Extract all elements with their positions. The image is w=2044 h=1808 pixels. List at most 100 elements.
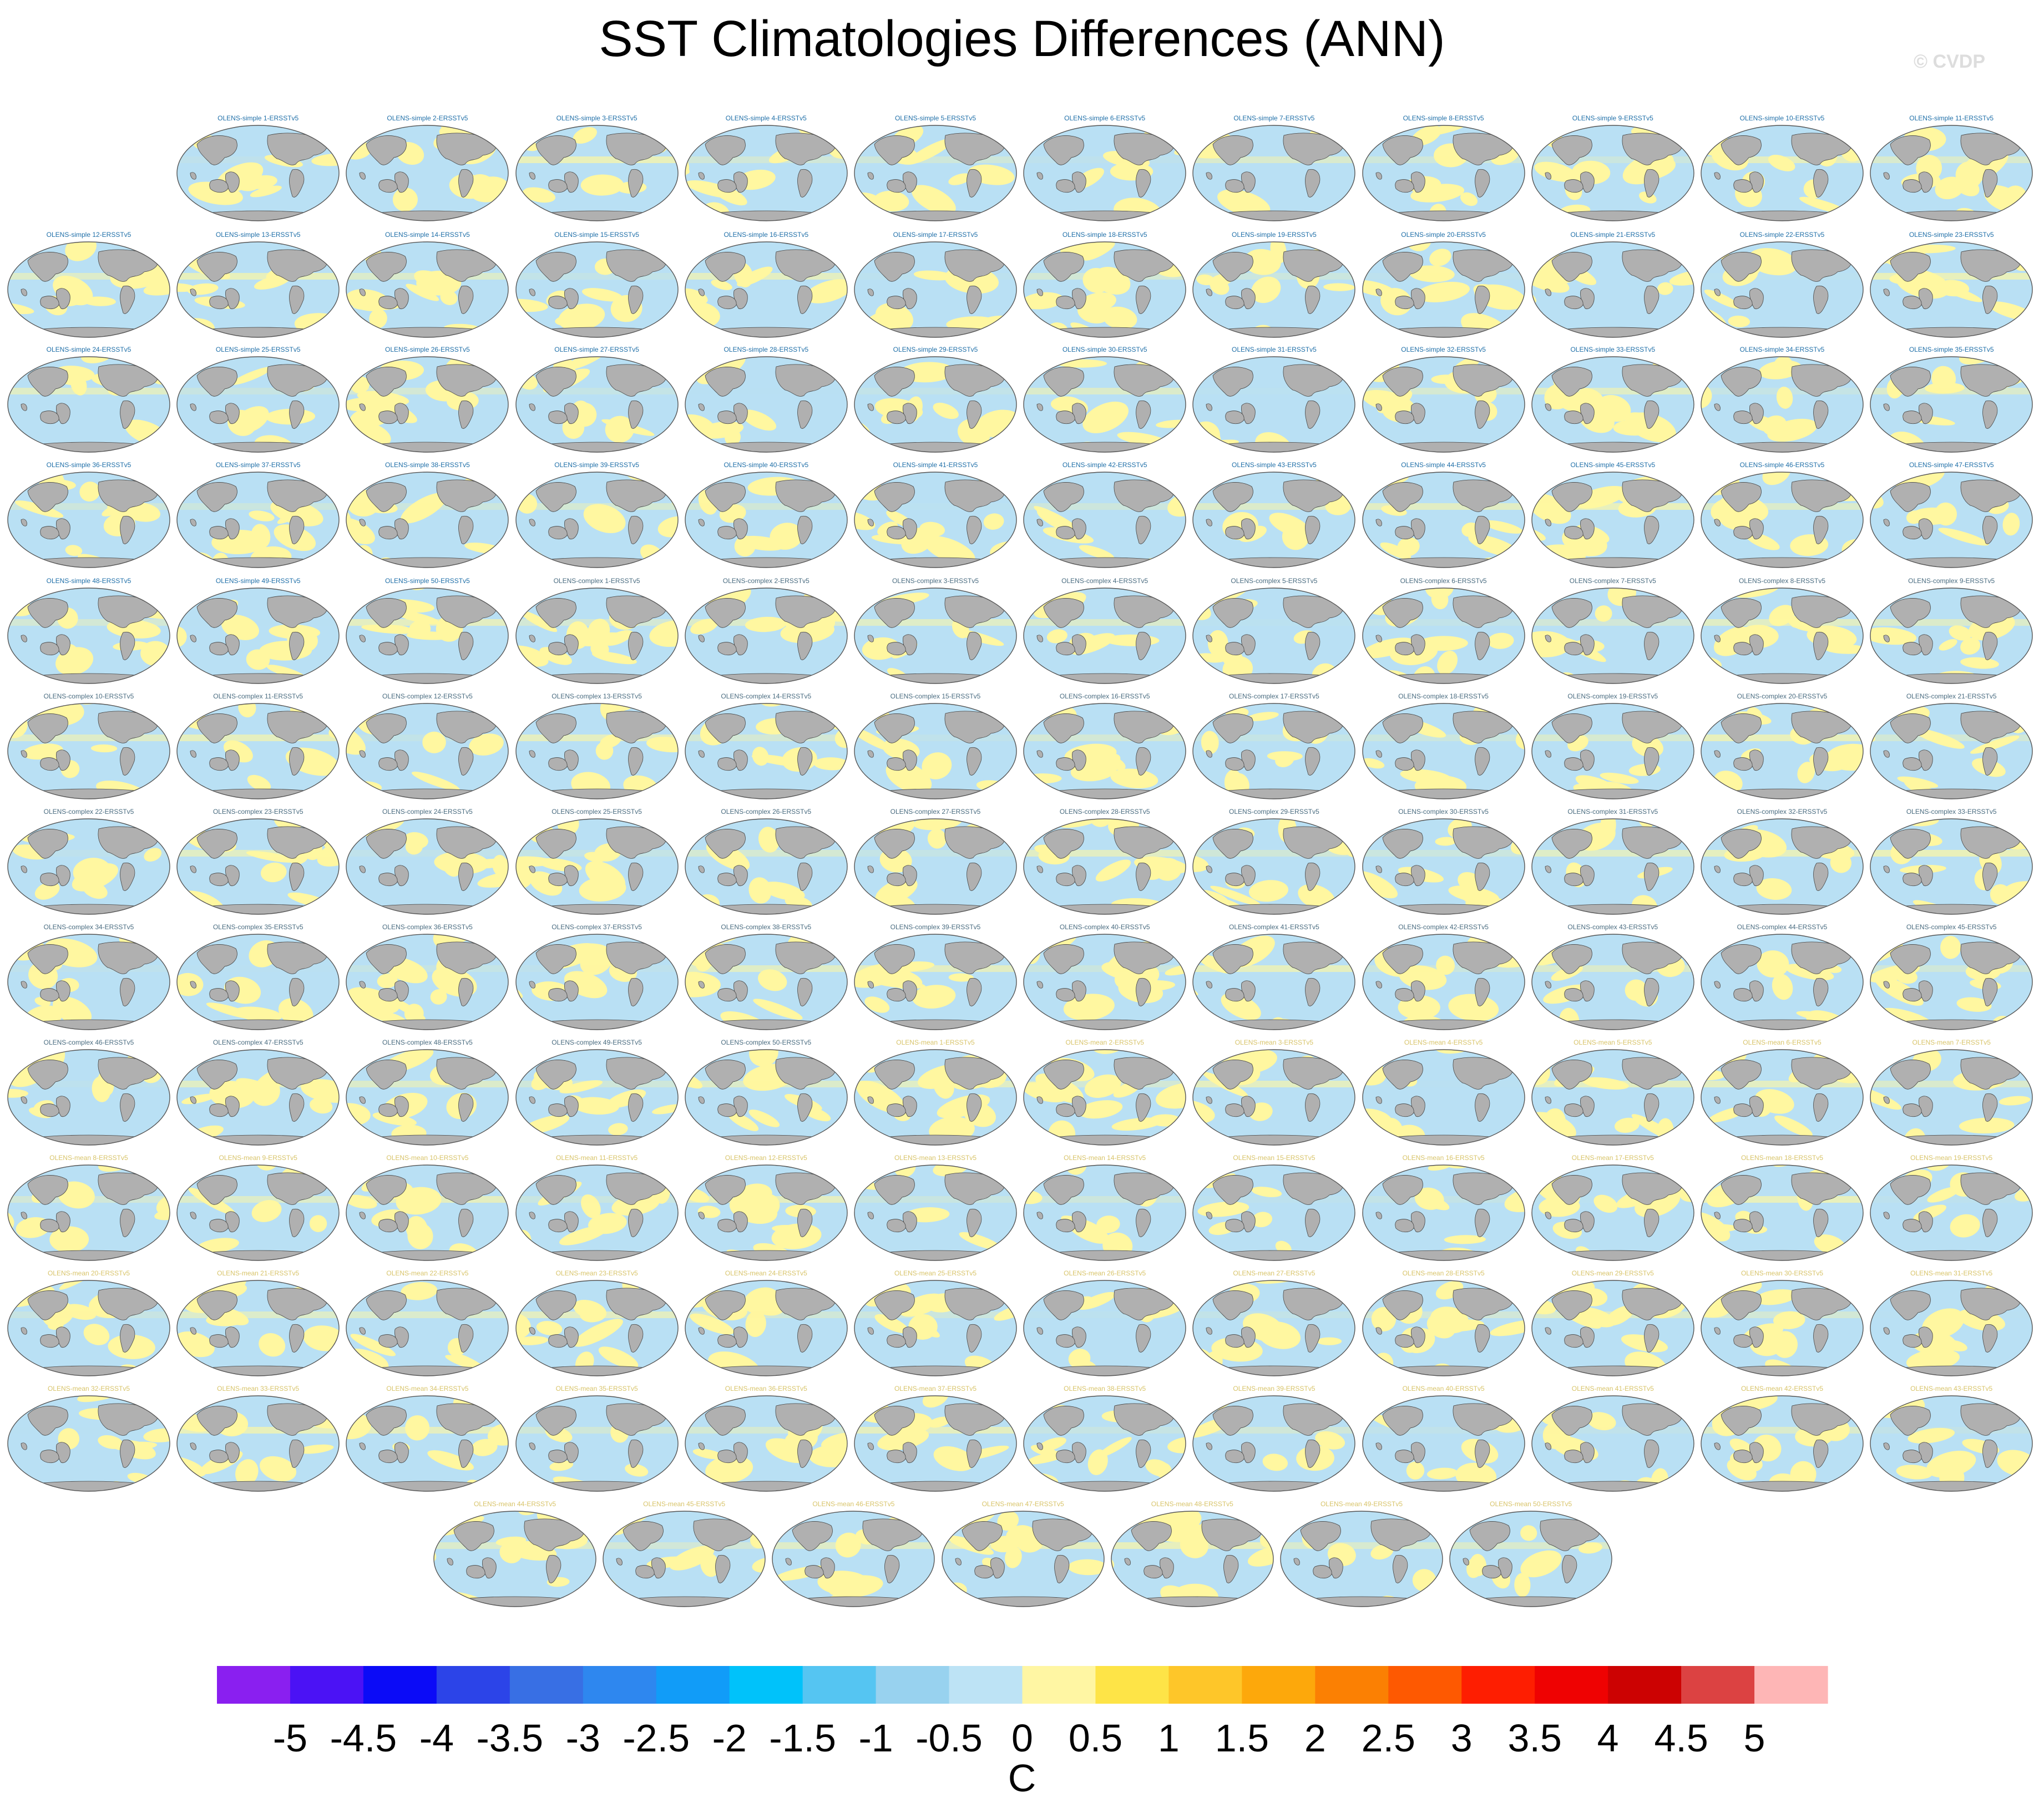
panel-title: OLENS-complex 12-ERSSTv5 [382, 692, 473, 700]
panel-title: OLENS-simple 21-ERSSTv5 [1570, 231, 1656, 239]
panel-title: OLENS-simple 27-ERSSTv5 [554, 346, 639, 353]
map-panel: OLENS-simple 13-ERSSTv5 [175, 231, 341, 340]
panel-title: OLENS-complex 34-ERSSTv5 [43, 923, 134, 931]
colorbar-swatch [876, 1666, 950, 1704]
map-panel: OLENS-mean 47-ERSSTv5 [940, 1500, 1106, 1609]
map-panel: OLENS-mean 20-ERSSTv5 [6, 1269, 172, 1378]
sst-difference-map [176, 703, 340, 799]
colorbar-tick-label: 3 [1451, 1716, 1473, 1760]
sst-difference-map [346, 1395, 509, 1492]
panel-title: OLENS-complex 18-ERSSTv5 [1398, 692, 1489, 700]
sst-difference-map [515, 1049, 679, 1146]
map-panel: OLENS-complex 10-ERSSTv5 [6, 692, 172, 801]
map-panel: OLENS-simple 12-ERSSTv5 [6, 231, 172, 340]
panel-title: OLENS-complex 22-ERSSTv5 [43, 808, 134, 816]
sst-difference-map [1531, 934, 1694, 1030]
panel-title: OLENS-mean 34-ERSSTv5 [386, 1385, 469, 1392]
panel-title: OLENS-simple 11-ERSSTv5 [1909, 114, 1994, 122]
panel-title: OLENS-simple 45-ERSSTv5 [1570, 461, 1656, 469]
colorbar-swatch [363, 1666, 437, 1704]
map-panel: OLENS-complex 3-ERSSTv5 [852, 577, 1019, 686]
panel-title: OLENS-mean 27-ERSSTv5 [1233, 1269, 1316, 1277]
sst-difference-map [346, 1164, 509, 1261]
panel-title: OLENS-mean 30-ERSSTv5 [1741, 1269, 1824, 1277]
panel-title: OLENS-complex 42-ERSSTv5 [1398, 923, 1489, 931]
sst-difference-map [1870, 472, 2033, 568]
map-panel: OLENS-mean 50-ERSSTv5 [1448, 1500, 1614, 1609]
sst-difference-map [7, 1280, 170, 1376]
map-panel: OLENS-simple 18-ERSSTv5 [1021, 231, 1188, 340]
colorbar-swatch [1388, 1666, 1462, 1704]
map-panel: OLENS-simple 22-ERSSTv5 [1699, 231, 1865, 340]
map-panel: OLENS-complex 36-ERSSTv5 [344, 923, 510, 1032]
sst-difference-map [685, 588, 848, 684]
map-panel: OLENS-complex 8-ERSSTv5 [1699, 577, 1865, 686]
sst-difference-map [603, 1511, 766, 1607]
map-panel: OLENS-simple 16-ERSSTv5 [683, 231, 849, 340]
map-panel: OLENS-complex 19-ERSSTv5 [1530, 692, 1696, 801]
panel-title: OLENS-complex 36-ERSSTv5 [382, 923, 473, 931]
panel-title: OLENS-simple 18-ERSSTv5 [1062, 231, 1147, 239]
map-panel: OLENS-simple 6-ERSSTv5 [1021, 114, 1188, 223]
map-panel: OLENS-complex 37-ERSSTv5 [514, 923, 680, 1032]
sst-difference-map [685, 703, 848, 799]
panel-title: OLENS-complex 7-ERSSTv5 [1569, 577, 1656, 585]
panel-title: OLENS-complex 5-ERSSTv5 [1231, 577, 1318, 585]
panel-title: OLENS-complex 47-ERSSTv5 [213, 1039, 303, 1046]
panel-title: OLENS-simple 14-ERSSTv5 [385, 231, 470, 239]
map-panel: OLENS-simple 48-ERSSTv5 [6, 577, 172, 686]
sst-difference-map [1023, 703, 1186, 799]
sst-difference-map [854, 125, 1017, 221]
panel-title: OLENS-mean 10-ERSSTv5 [386, 1154, 469, 1162]
colorbar-swatch [1242, 1666, 1316, 1704]
panel-title: OLENS-simple 36-ERSSTv5 [46, 461, 131, 469]
colorbar-tick-label: -4 [419, 1716, 454, 1760]
sst-difference-map [7, 818, 170, 915]
colorbar-swatch [583, 1666, 657, 1704]
map-panel: OLENS-complex 30-ERSSTv5 [1360, 808, 1527, 916]
panel-title: OLENS-mean 33-ERSSTv5 [217, 1385, 300, 1392]
map-panel: OLENS-mean 19-ERSSTv5 [1868, 1154, 2035, 1263]
colorbar-tick-label: -2.5 [623, 1716, 690, 1760]
map-panel: OLENS-mean 24-ERSSTv5 [683, 1269, 849, 1378]
panel-title: OLENS-mean 37-ERSSTv5 [894, 1385, 977, 1392]
panel-title: OLENS-simple 49-ERSSTv5 [215, 577, 301, 585]
map-panel: OLENS-mean 49-ERSSTv5 [1278, 1500, 1445, 1609]
panel-title: OLENS-simple 50-ERSSTv5 [385, 577, 470, 585]
panel-title: OLENS-simple 12-ERSSTv5 [46, 231, 131, 239]
map-panel: OLENS-simple 28-ERSSTv5 [683, 346, 849, 454]
panel-title: OLENS-mean 44-ERSSTv5 [473, 1500, 556, 1508]
panel-title: OLENS-simple 23-ERSSTv5 [1909, 231, 1994, 239]
colorbar-tick-label: 4 [1597, 1716, 1619, 1760]
panel-title: OLENS-mean 45-ERSSTv5 [643, 1500, 726, 1508]
sst-difference-map [1362, 125, 1525, 221]
colorbar-tick-label: -3.5 [476, 1716, 543, 1760]
sst-difference-map [7, 934, 170, 1030]
sst-difference-map [1701, 1164, 1864, 1261]
map-panel: OLENS-simple 3-ERSSTv5 [514, 114, 680, 223]
sst-difference-map [346, 241, 509, 338]
colorbar-tick-label: -2 [712, 1716, 747, 1760]
map-panel: OLENS-mean 16-ERSSTv5 [1360, 1154, 1527, 1263]
panel-title: OLENS-mean 26-ERSSTv5 [1064, 1269, 1146, 1277]
sst-difference-map [854, 934, 1017, 1030]
map-panel: OLENS-mean 46-ERSSTv5 [770, 1500, 937, 1609]
chart-title: SST Climatologies Differences (ANN) [599, 11, 1445, 67]
sst-difference-map [1023, 934, 1186, 1030]
panel-title: OLENS-mean 40-ERSSTv5 [1402, 1385, 1485, 1392]
map-panel: OLENS-complex 4-ERSSTv5 [1021, 577, 1188, 686]
map-panel: OLENS-simple 31-ERSSTv5 [1191, 346, 1357, 454]
map-panel: OLENS-complex 50-ERSSTv5 [683, 1039, 849, 1147]
panel-title: OLENS-simple 9-ERSSTv5 [1572, 114, 1653, 122]
sst-difference-map [1531, 356, 1694, 453]
panel-title: OLENS-mean 12-ERSSTv5 [725, 1154, 807, 1162]
sst-difference-map [515, 1395, 679, 1492]
colorbar-tick-label: -3 [566, 1716, 600, 1760]
map-panel: OLENS-mean 42-ERSSTv5 [1699, 1385, 1865, 1493]
map-panel: OLENS-simple 4-ERSSTv5 [683, 114, 849, 223]
panel-title: OLENS-mean 9-ERSSTv5 [219, 1154, 297, 1162]
panel-title: OLENS-simple 41-ERSSTv5 [893, 461, 978, 469]
map-panel: OLENS-complex 43-ERSSTv5 [1530, 923, 1696, 1032]
sst-difference-map [176, 356, 340, 453]
colorbar-tick-label: 3.5 [1508, 1716, 1562, 1760]
